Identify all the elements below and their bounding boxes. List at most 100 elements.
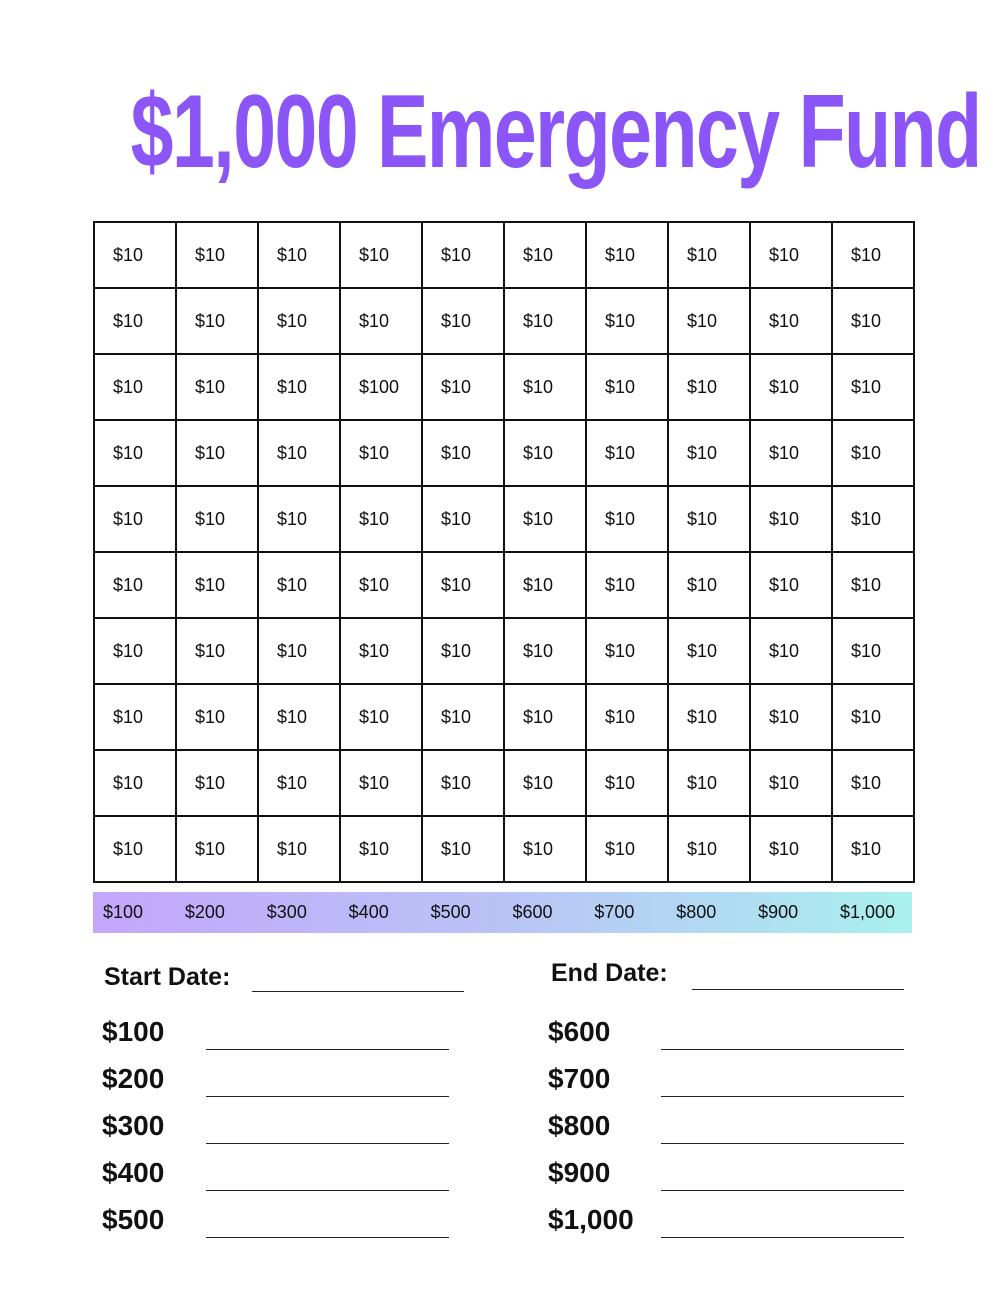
grid-cell[interactable]: $10 xyxy=(585,419,669,487)
milestone-date-field[interactable] xyxy=(206,1143,449,1144)
milestone-date-field[interactable] xyxy=(661,1190,904,1191)
grid-cell[interactable]: $10 xyxy=(667,749,751,817)
grid-cell[interactable]: $10 xyxy=(175,353,259,421)
milestone-date-field[interactable] xyxy=(206,1049,449,1050)
grid-cell[interactable]: $10 xyxy=(749,221,833,289)
grid-cell[interactable]: $10 xyxy=(257,749,341,817)
grid-cell[interactable]: $10 xyxy=(257,419,341,487)
grid-cell[interactable]: $10 xyxy=(667,287,751,355)
grid-cell[interactable]: $10 xyxy=(339,419,423,487)
grid-cell[interactable]: $10 xyxy=(503,617,587,685)
grid-cell[interactable]: $10 xyxy=(421,419,505,487)
grid-cell[interactable]: $10 xyxy=(831,551,915,619)
grid-cell[interactable]: $10 xyxy=(749,419,833,487)
grid-cell[interactable]: $10 xyxy=(257,617,341,685)
grid-cell[interactable]: $10 xyxy=(749,617,833,685)
grid-cell[interactable]: $10 xyxy=(257,551,341,619)
grid-cell[interactable]: $10 xyxy=(339,815,423,883)
grid-cell[interactable]: $10 xyxy=(667,485,751,553)
grid-cell[interactable]: $10 xyxy=(421,551,505,619)
grid-cell[interactable]: $10 xyxy=(339,749,423,817)
grid-cell[interactable]: $10 xyxy=(93,221,177,289)
grid-cell[interactable]: $10 xyxy=(339,617,423,685)
milestone-date-field[interactable] xyxy=(661,1143,904,1144)
grid-cell[interactable]: $10 xyxy=(339,485,423,553)
grid-cell[interactable]: $10 xyxy=(93,551,177,619)
grid-cell[interactable]: $10 xyxy=(831,815,915,883)
milestone-date-field[interactable] xyxy=(206,1190,449,1191)
grid-cell[interactable]: $10 xyxy=(585,749,669,817)
grid-cell[interactable]: $10 xyxy=(585,485,669,553)
grid-cell[interactable]: $10 xyxy=(831,419,915,487)
grid-cell[interactable]: $10 xyxy=(831,287,915,355)
grid-cell[interactable]: $10 xyxy=(585,287,669,355)
grid-cell[interactable]: $10 xyxy=(831,617,915,685)
grid-cell[interactable]: $10 xyxy=(93,419,177,487)
grid-cell[interactable]: $10 xyxy=(749,287,833,355)
grid-cell[interactable]: $10 xyxy=(667,221,751,289)
grid-cell[interactable]: $10 xyxy=(175,683,259,751)
grid-cell[interactable]: $10 xyxy=(421,485,505,553)
grid-cell[interactable]: $10 xyxy=(93,815,177,883)
grid-cell[interactable]: $10 xyxy=(503,287,587,355)
grid-cell[interactable]: $10 xyxy=(257,287,341,355)
grid-cell[interactable]: $10 xyxy=(749,485,833,553)
grid-cell[interactable]: $10 xyxy=(175,221,259,289)
grid-cell[interactable]: $10 xyxy=(585,683,669,751)
grid-cell[interactable]: $10 xyxy=(339,221,423,289)
grid-cell[interactable]: $10 xyxy=(585,353,669,421)
grid-cell[interactable]: $10 xyxy=(831,353,915,421)
milestone-date-field[interactable] xyxy=(661,1096,904,1097)
grid-cell[interactable]: $10 xyxy=(831,221,915,289)
grid-cell[interactable]: $10 xyxy=(667,419,751,487)
grid-cell[interactable]: $10 xyxy=(175,551,259,619)
grid-cell[interactable]: $10 xyxy=(503,353,587,421)
grid-cell[interactable]: $10 xyxy=(175,287,259,355)
milestone-date-field[interactable] xyxy=(206,1237,449,1238)
grid-cell[interactable]: $10 xyxy=(585,617,669,685)
grid-cell[interactable]: $10 xyxy=(339,551,423,619)
end-date-field[interactable] xyxy=(692,989,904,990)
grid-cell[interactable]: $10 xyxy=(503,221,587,289)
grid-cell[interactable]: $10 xyxy=(831,683,915,751)
grid-cell[interactable]: $10 xyxy=(93,749,177,817)
grid-cell[interactable]: $10 xyxy=(421,287,505,355)
grid-cell[interactable]: $10 xyxy=(503,419,587,487)
grid-cell[interactable]: $10 xyxy=(93,683,177,751)
grid-cell[interactable]: $10 xyxy=(831,749,915,817)
grid-cell[interactable]: $10 xyxy=(93,617,177,685)
grid-cell[interactable]: $10 xyxy=(503,551,587,619)
grid-cell[interactable]: $10 xyxy=(749,551,833,619)
grid-cell[interactable]: $10 xyxy=(749,353,833,421)
grid-cell[interactable]: $10 xyxy=(749,683,833,751)
grid-cell[interactable]: $10 xyxy=(93,353,177,421)
grid-cell[interactable]: $10 xyxy=(421,815,505,883)
grid-cell[interactable]: $100 xyxy=(339,353,423,421)
grid-cell[interactable]: $10 xyxy=(585,221,669,289)
grid-cell[interactable]: $10 xyxy=(667,617,751,685)
grid-cell[interactable]: $10 xyxy=(421,617,505,685)
grid-cell[interactable]: $10 xyxy=(667,353,751,421)
grid-cell[interactable]: $10 xyxy=(421,683,505,751)
grid-cell[interactable]: $10 xyxy=(175,749,259,817)
grid-cell[interactable]: $10 xyxy=(257,353,341,421)
grid-cell[interactable]: $10 xyxy=(175,617,259,685)
grid-cell[interactable]: $10 xyxy=(585,815,669,883)
grid-cell[interactable]: $10 xyxy=(257,815,341,883)
grid-cell[interactable]: $10 xyxy=(667,551,751,619)
grid-cell[interactable]: $10 xyxy=(175,485,259,553)
grid-cell[interactable]: $10 xyxy=(257,683,341,751)
grid-cell[interactable]: $10 xyxy=(93,485,177,553)
grid-cell[interactable]: $10 xyxy=(257,485,341,553)
grid-cell[interactable]: $10 xyxy=(257,221,341,289)
grid-cell[interactable]: $10 xyxy=(667,815,751,883)
start-date-field[interactable] xyxy=(252,991,464,992)
grid-cell[interactable]: $10 xyxy=(421,221,505,289)
milestone-date-field[interactable] xyxy=(206,1096,449,1097)
grid-cell[interactable]: $10 xyxy=(503,683,587,751)
grid-cell[interactable]: $10 xyxy=(503,749,587,817)
grid-cell[interactable]: $10 xyxy=(175,815,259,883)
grid-cell[interactable]: $10 xyxy=(175,419,259,487)
grid-cell[interactable]: $10 xyxy=(503,815,587,883)
grid-cell[interactable]: $10 xyxy=(749,815,833,883)
